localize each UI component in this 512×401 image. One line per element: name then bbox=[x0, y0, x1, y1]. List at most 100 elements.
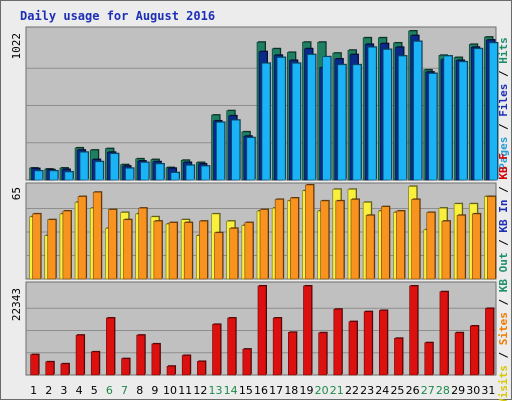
bar-kb_f-day-4 bbox=[75, 334, 85, 376]
bar-pages-day-12 bbox=[201, 165, 210, 181]
x-tick-day-27: 27 bbox=[421, 384, 435, 397]
legend-middle: Visits / Sites / KB Out / KB In / KB F bbox=[497, 153, 510, 401]
bar-sites-day-8 bbox=[138, 207, 148, 280]
bar-kb_f-day-20 bbox=[318, 332, 327, 376]
bar-pages-day-27 bbox=[428, 73, 438, 181]
bar-kb_f-day-23 bbox=[363, 311, 373, 376]
bar-pages-day-23 bbox=[367, 47, 377, 181]
bar-sites-day-9 bbox=[153, 220, 163, 280]
x-tick-day-18: 18 bbox=[284, 384, 298, 397]
bar-kb_f-day-16 bbox=[257, 285, 267, 376]
x-tick-day-22: 22 bbox=[345, 384, 359, 397]
bar-sites-day-23 bbox=[365, 215, 375, 280]
bar-sites-day-4 bbox=[77, 196, 87, 280]
bar-pages-day-6 bbox=[110, 153, 119, 181]
bar-sites-day-15 bbox=[244, 222, 254, 280]
bar-pages-day-21 bbox=[337, 64, 347, 181]
legend-entry: Pages bbox=[497, 137, 510, 170]
x-tick-day-8: 8 bbox=[136, 384, 143, 397]
bar-pages-day-28 bbox=[443, 55, 453, 181]
bar-sites-day-28 bbox=[441, 220, 451, 280]
legend-entry: Visits bbox=[497, 365, 510, 401]
bar-sites-day-13 bbox=[214, 232, 223, 280]
x-tick-day-25: 25 bbox=[390, 384, 404, 397]
bar-pages-day-5 bbox=[94, 161, 104, 181]
bar-sites-day-12 bbox=[199, 220, 208, 280]
bar-pages-day-24 bbox=[382, 49, 392, 181]
legend-entry: Sites bbox=[497, 312, 510, 345]
bar-sites-day-29 bbox=[456, 215, 466, 280]
x-tick-day-11: 11 bbox=[178, 384, 192, 397]
x-tick-day-13: 13 bbox=[209, 384, 223, 397]
bar-kb_f-day-19 bbox=[303, 285, 312, 376]
panel-bottom: 22343 bbox=[10, 281, 497, 376]
bar-kb_f-day-15 bbox=[242, 348, 252, 376]
bar-pages-day-10 bbox=[170, 172, 180, 181]
x-tick-day-17: 17 bbox=[269, 384, 283, 397]
panel-middle: 65 Visits / Sites / KB Out / KB In / KB F bbox=[10, 153, 510, 401]
ymax-label-top: 1022 bbox=[10, 33, 23, 60]
x-tick-day-19: 19 bbox=[299, 384, 313, 397]
bar-kb_f-day-29 bbox=[454, 332, 464, 376]
legend-top: Pages / Files / Hits bbox=[497, 37, 510, 170]
bar-sites-day-17 bbox=[274, 199, 284, 280]
bar-kb_f-day-26 bbox=[409, 285, 418, 376]
bar-kb_f-day-31 bbox=[485, 308, 494, 376]
x-tick-day-24: 24 bbox=[375, 384, 389, 397]
bar-kb_f-day-7 bbox=[121, 358, 130, 376]
x-tick-day-4: 4 bbox=[76, 384, 83, 397]
bar-kb_f-day-11 bbox=[181, 355, 191, 376]
bar-pages-day-29 bbox=[458, 61, 468, 181]
bar-pages-day-4 bbox=[79, 151, 89, 181]
x-tick-day-5: 5 bbox=[91, 384, 98, 397]
legend-entry: / bbox=[497, 117, 510, 137]
bar-pages-day-15 bbox=[246, 137, 256, 181]
x-tick-day-1: 1 bbox=[30, 384, 37, 397]
x-tick-day-16: 16 bbox=[254, 384, 268, 397]
legend-entry: / bbox=[497, 292, 510, 312]
bar-kb_f-day-5 bbox=[90, 351, 100, 376]
bar-sites-day-11 bbox=[183, 222, 193, 280]
bar-pages-day-7 bbox=[125, 168, 134, 181]
bar-pages-day-31 bbox=[489, 42, 498, 181]
bar-kb_f-day-25 bbox=[394, 338, 403, 376]
bar-pages-day-17 bbox=[276, 57, 286, 181]
bar-pages-day-26 bbox=[413, 41, 422, 181]
x-tick-day-28: 28 bbox=[436, 384, 450, 397]
bar-sites-day-2 bbox=[47, 219, 57, 280]
bar-sites-day-1 bbox=[32, 213, 41, 280]
bar-sites-day-6 bbox=[108, 209, 117, 280]
bar-pages-day-2 bbox=[49, 170, 59, 181]
x-tick-day-15: 15 bbox=[239, 384, 253, 397]
bar-pages-day-19 bbox=[307, 54, 316, 181]
bar-sites-day-3 bbox=[62, 210, 72, 280]
x-tick-day-6: 6 bbox=[106, 384, 113, 397]
x-tick-day-10: 10 bbox=[163, 384, 177, 397]
bar-kb_f-day-8 bbox=[136, 334, 146, 376]
legend-entry: / bbox=[497, 233, 510, 253]
bar-kb_f-day-18 bbox=[288, 332, 297, 376]
bar-pages-day-18 bbox=[292, 63, 301, 181]
bar-pages-day-14 bbox=[231, 119, 240, 181]
legend-entry: KB F bbox=[497, 153, 510, 180]
x-tick-day-3: 3 bbox=[60, 384, 67, 397]
bar-kb_f-day-28 bbox=[439, 291, 449, 376]
bar-sites-day-16 bbox=[259, 209, 269, 280]
bar-sites-day-21 bbox=[335, 200, 345, 280]
bar-sites-day-10 bbox=[168, 222, 178, 280]
x-tick-day-7: 7 bbox=[121, 384, 128, 397]
ymax-label-bottom: 22343 bbox=[10, 288, 23, 321]
legend-entry: Hits bbox=[497, 37, 510, 64]
bar-pages-day-13 bbox=[216, 122, 225, 181]
bar-kb_f-day-9 bbox=[151, 343, 161, 376]
bar-pages-day-25 bbox=[398, 55, 407, 181]
bar-sites-day-19 bbox=[305, 184, 314, 280]
bar-pages-day-9 bbox=[155, 163, 165, 181]
x-tick-day-23: 23 bbox=[360, 384, 374, 397]
bar-kb_f-day-14 bbox=[227, 317, 236, 376]
legend-entry: KB In bbox=[497, 200, 510, 233]
bar-sites-day-26 bbox=[411, 199, 420, 280]
